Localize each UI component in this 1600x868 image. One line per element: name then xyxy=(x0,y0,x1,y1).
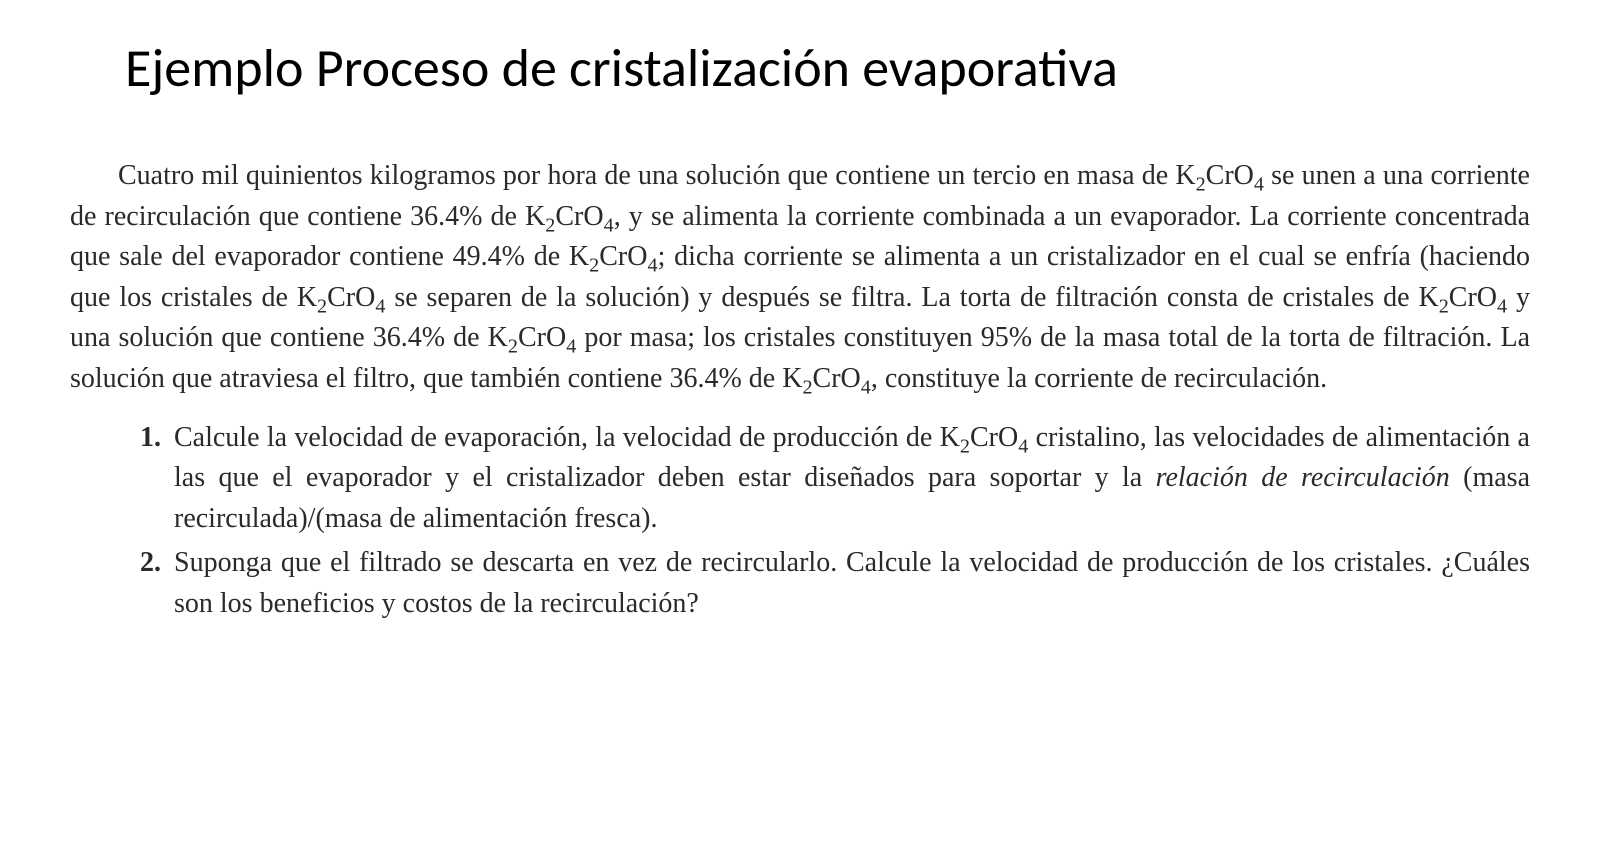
subscript: 2 xyxy=(545,214,555,236)
subscript: 4 xyxy=(1497,295,1507,317)
text-segment: CrO xyxy=(970,422,1018,453)
subscript: 2 xyxy=(1196,174,1206,196)
subscript: 4 xyxy=(566,336,576,358)
subscript: 4 xyxy=(1018,435,1028,457)
question-text: Suponga que el filtrado se descarta en v… xyxy=(174,543,1530,624)
problem-statement: Cuatro mil quinientos kilogramos por hor… xyxy=(70,156,1530,400)
subscript: 4 xyxy=(375,295,385,317)
subscript: 2 xyxy=(317,295,327,317)
text-segment: CrO xyxy=(1206,160,1254,191)
subscript: 4 xyxy=(647,255,657,277)
question-number: 2. xyxy=(140,543,174,624)
question-item: 1. Calcule la velocidad de evaporación, … xyxy=(140,418,1530,540)
text-segment: se separen de la solución) y después se … xyxy=(385,282,1438,313)
text-segment: , constituye la corriente de recirculaci… xyxy=(871,363,1327,394)
subscript: 2 xyxy=(1439,295,1449,317)
text-segment: Cuatro mil quinientos kilogramos por hor… xyxy=(118,160,1196,191)
subscript: 4 xyxy=(604,214,614,236)
question-list: 1. Calcule la velocidad de evaporación, … xyxy=(140,418,1530,625)
page-title: Ejemplo Proceso de cristalización evapor… xyxy=(125,35,1530,101)
subscript: 2 xyxy=(589,255,599,277)
text-segment: CrO xyxy=(518,322,566,353)
question-item: 2. Suponga que el filtrado se descarta e… xyxy=(140,543,1530,624)
text-segment: CrO xyxy=(555,201,603,232)
question-text: Calcule la velocidad de evaporación, la … xyxy=(174,418,1530,540)
question-number: 1. xyxy=(140,418,174,540)
subscript: 2 xyxy=(802,377,812,399)
subscript: 2 xyxy=(508,336,518,358)
text-segment: Calcule la velocidad de evaporación, la … xyxy=(174,422,960,453)
text-segment: CrO xyxy=(1449,282,1497,313)
italic-term: relación de recirculación xyxy=(1156,462,1450,493)
subscript: 4 xyxy=(1254,174,1264,196)
subscript: 4 xyxy=(861,377,871,399)
text-segment: CrO xyxy=(813,363,861,394)
text-segment: CrO xyxy=(327,282,375,313)
text-segment: CrO xyxy=(599,241,647,272)
subscript: 2 xyxy=(960,435,970,457)
